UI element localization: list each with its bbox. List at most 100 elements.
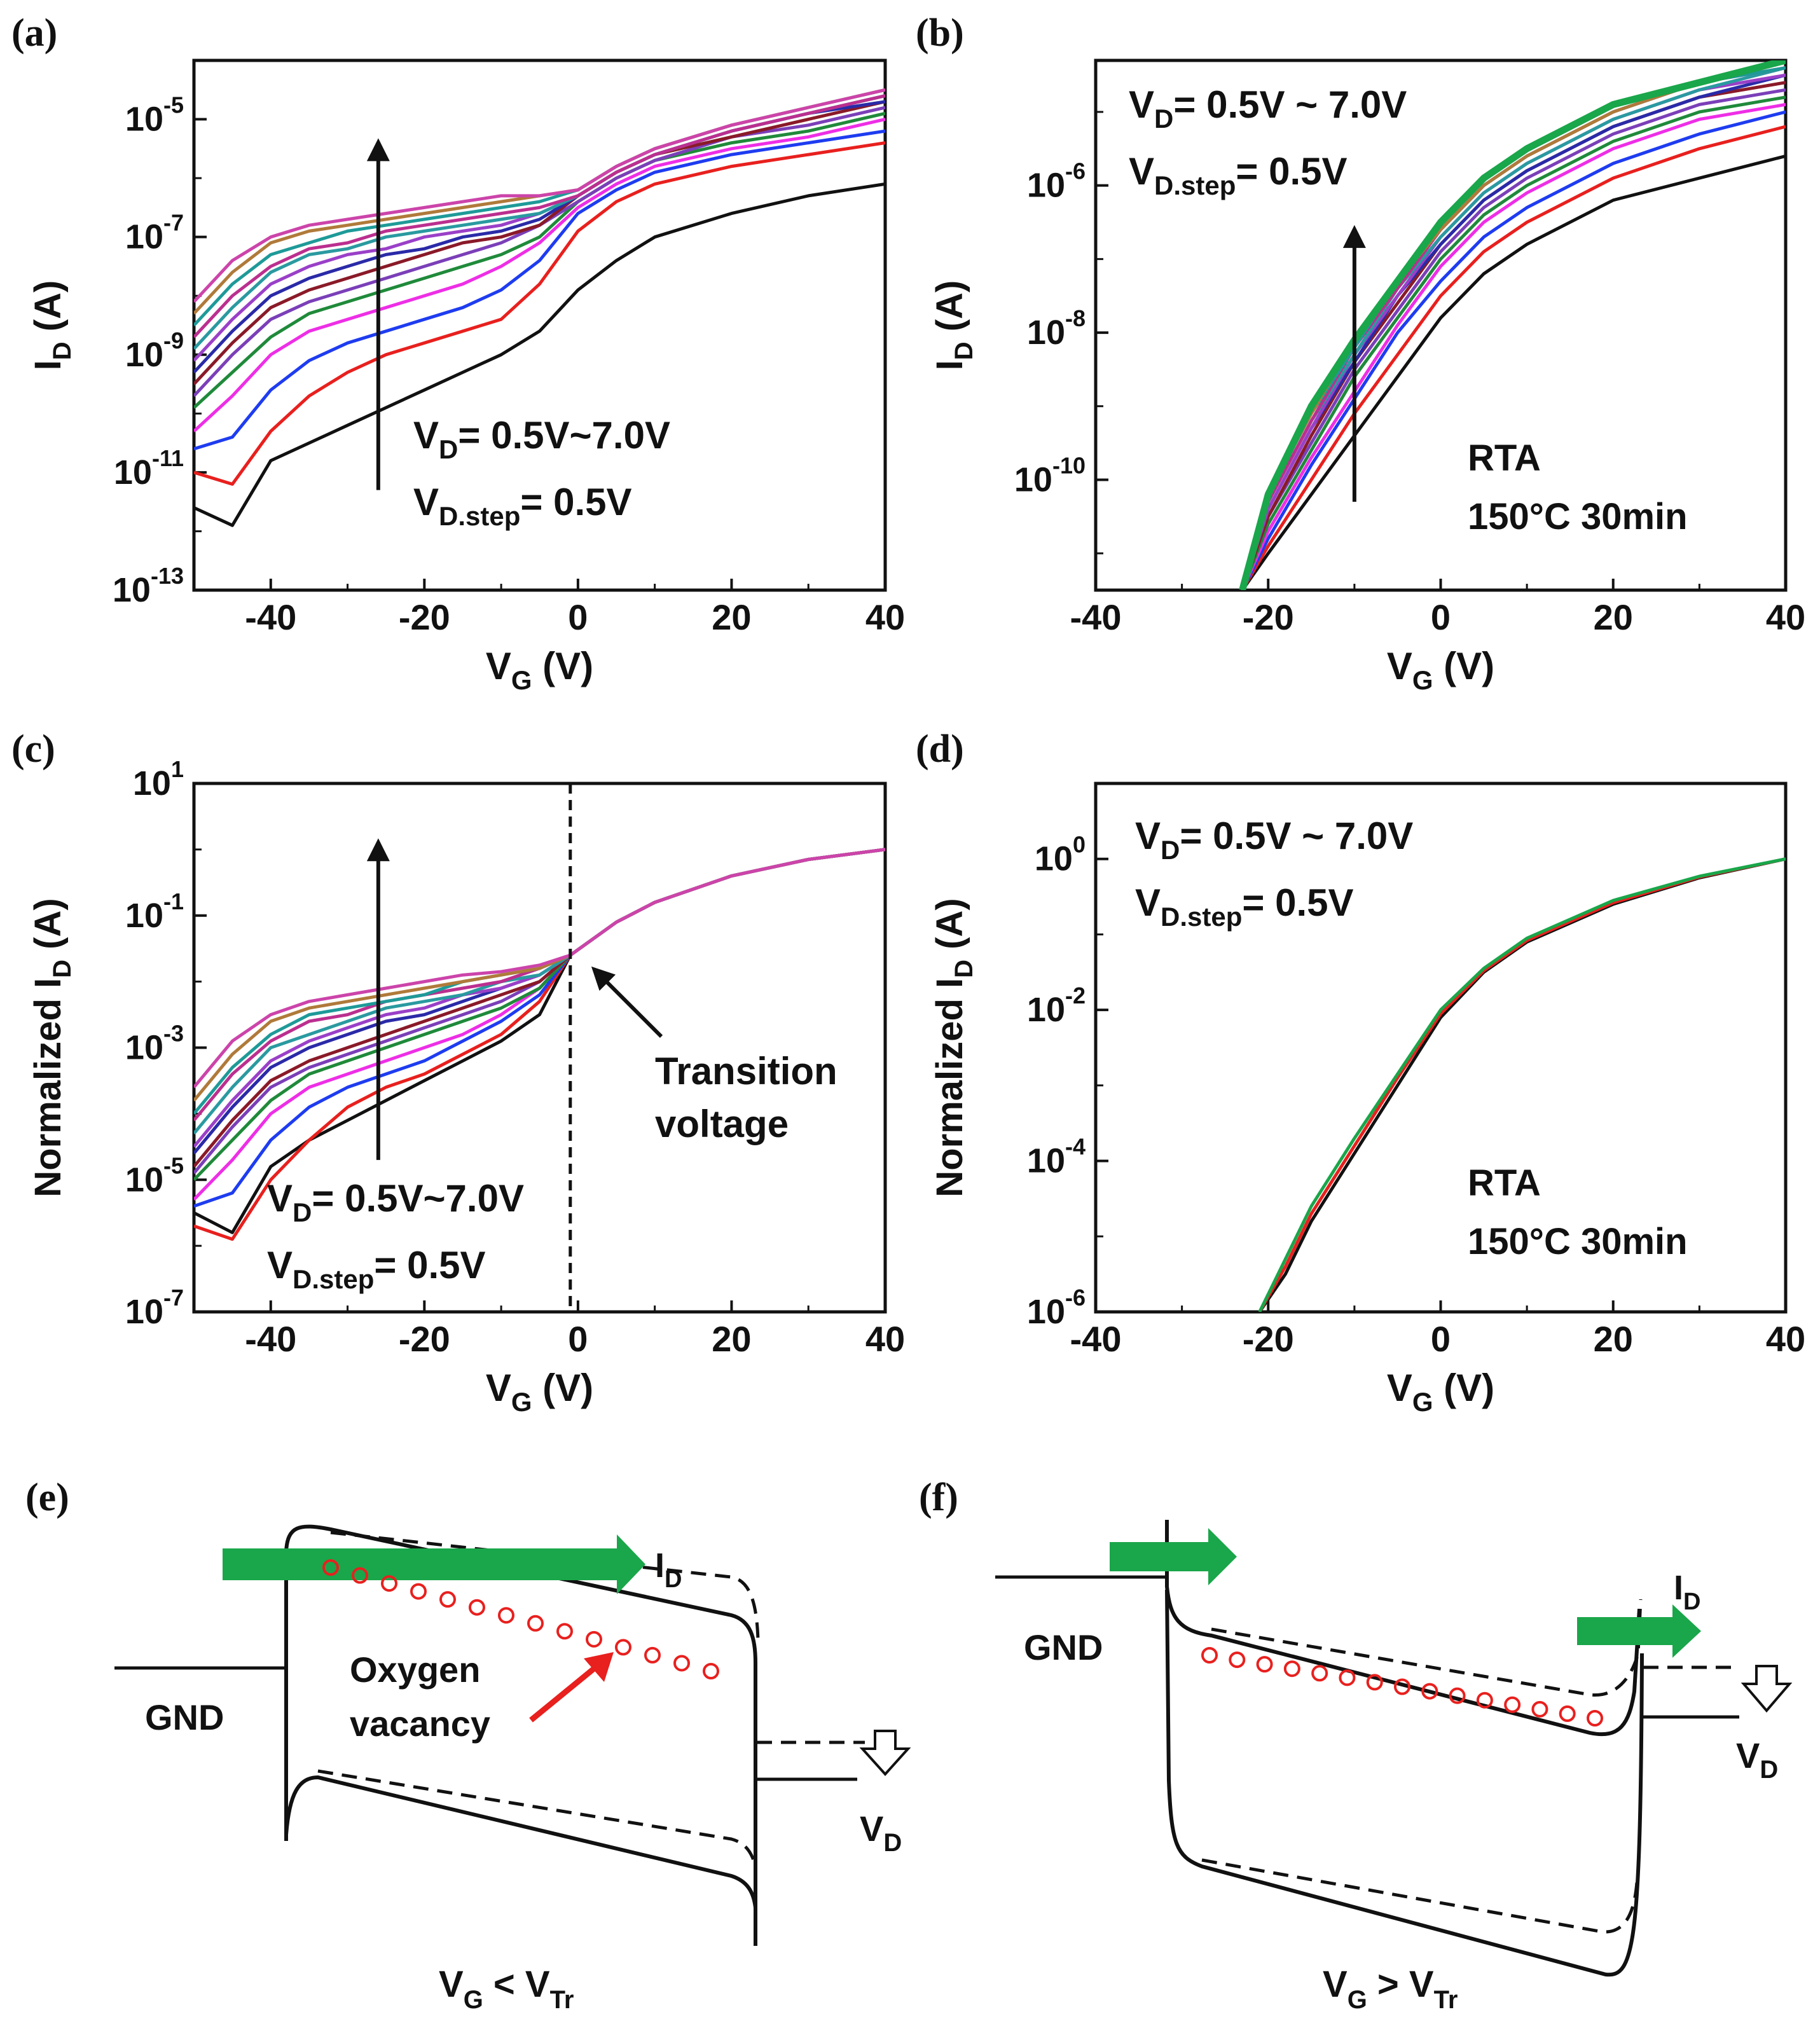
series-line-7.0V xyxy=(194,848,885,1089)
x-tick-label: -20 xyxy=(1243,597,1294,637)
x-tick-label: 0 xyxy=(1431,1319,1451,1359)
conduction-band-dashed-f xyxy=(1211,1599,1643,1697)
chart-b: -40 -20 0 20 40 10-6 10-8 10-10 VG (V) ID (A) VD= … xyxy=(929,59,1805,695)
x-tick-label: -20 xyxy=(399,597,450,637)
vd-annotation-line: VD= 0.5V ~ 7.0V xyxy=(1129,83,1407,134)
oxygen-vacancy-row-e xyxy=(322,1559,719,1679)
caption-e: VG < VTr xyxy=(439,1964,574,2014)
series-line-2.5V xyxy=(1241,95,1786,590)
y-tick-label: 10-10 xyxy=(1014,452,1086,499)
valence-band-dashed-f xyxy=(1201,1858,1639,1934)
series-line-2.0V xyxy=(1241,102,1786,590)
series-line-1.0V xyxy=(194,141,885,486)
oxygen-vacancy-dot xyxy=(1366,1674,1383,1691)
vd-annotation-line: VD= 0.5V~7.0V xyxy=(413,414,670,464)
series-line-5.5V xyxy=(194,94,885,338)
rta-condition-text: 150°C 30min xyxy=(1468,496,1688,537)
series-line-3.0V xyxy=(1241,88,1786,590)
oxygen-vacancy-dot xyxy=(673,1655,690,1672)
vd-label-e: VD xyxy=(860,1809,902,1857)
vd-annotation-line: VD= 0.5V~7.0V xyxy=(267,1177,524,1227)
panel-label-a: (a) xyxy=(11,11,57,55)
y-axis-label: ID (A) xyxy=(929,280,978,371)
x-axis-label: VG (V) xyxy=(486,645,593,695)
chart-a: -40 -20 0 20 40 10-5 10-7 10-9 10-11 10-13 VG (V) I… xyxy=(27,59,905,695)
series-line-0.5V xyxy=(1241,154,1786,590)
band-diagram-e: ID GND Oxygen vacancy VD VG < VTr xyxy=(114,1524,911,2014)
series-line-0.5V xyxy=(194,848,885,1234)
vd-annotation-line: VD= 0.5V ~ 7.0V xyxy=(1135,815,1413,865)
chart-d: -40 -20 0 20 40 100 10-2 10-4 10-6 VG (V) Normaliz… xyxy=(929,782,1805,1417)
x-axis-label: VG (V) xyxy=(1387,645,1494,695)
x-tick-label: 20 xyxy=(712,1319,751,1359)
x-tick-label: 20 xyxy=(712,597,751,637)
vd-annotation-line: VD.step= 0.5V xyxy=(1129,150,1348,200)
y-tick-label: 10-7 xyxy=(125,210,184,256)
oxygen-vacancy-dot xyxy=(1476,1692,1493,1709)
oxygen-vacancy-dot xyxy=(1504,1696,1521,1713)
series-line-1.5V xyxy=(194,129,885,451)
series-line-0.5V xyxy=(194,182,885,527)
x-tick-label: -40 xyxy=(1070,1319,1122,1359)
vd-shift-arrow-f xyxy=(1741,1665,1793,1713)
y-axis-label: Normalized ID (A) xyxy=(27,898,76,1197)
oxygen-vacancy-dot xyxy=(1587,1710,1603,1726)
oxygen-vacancy-dot xyxy=(586,1630,602,1648)
y-tick-label: 10-7 xyxy=(125,1285,184,1331)
valence-band-f xyxy=(1165,1589,1644,1977)
x-tick-label: 20 xyxy=(1594,1319,1633,1359)
x-tick-label: 0 xyxy=(568,1319,588,1359)
y-tick-label: 10-11 xyxy=(114,445,184,492)
x-tick-label: 0 xyxy=(568,597,588,637)
oxygen-vacancy-dot xyxy=(498,1607,514,1624)
oxygen-vacancy-dot xyxy=(381,1575,397,1592)
oxygen-vacancy-dot xyxy=(644,1646,661,1664)
y-axis-label: Normalized ID (A) xyxy=(929,898,978,1197)
x-tick-label: -40 xyxy=(1070,597,1122,637)
x-tick-label: 40 xyxy=(865,1319,905,1359)
panel-label-e: (e) xyxy=(25,1476,69,1519)
oxygen-vacancy-dot xyxy=(1421,1683,1438,1700)
y-tick-label: 10-13 xyxy=(113,563,184,609)
series-group xyxy=(194,848,885,1241)
oxygen-vacancy-dot xyxy=(469,1599,485,1616)
panel-label-b: (b) xyxy=(916,11,964,55)
vd-annotation-line: VD.step= 0.5V xyxy=(267,1244,486,1294)
oxygen-vacancy-dot xyxy=(1559,1705,1576,1722)
series-line-3.0V xyxy=(194,106,885,397)
y-tick-label: 10-8 xyxy=(1027,305,1086,352)
x-tick-label: -40 xyxy=(245,597,296,637)
y-tick-label: 10-5 xyxy=(125,1152,184,1199)
series-group xyxy=(1239,60,1786,590)
oxygen-vacancy-dot xyxy=(410,1583,427,1600)
transition-label-line2: voltage xyxy=(655,1103,789,1145)
y-tick-label: 10-2 xyxy=(1027,982,1086,1029)
series-line-7.0V xyxy=(1239,60,1786,590)
x-tick-label: 40 xyxy=(865,597,905,637)
y-tick-label: 10-6 xyxy=(1027,158,1086,205)
y-axis-label: ID (A) xyxy=(27,280,76,371)
chart-c: -40 -20 0 20 40 101 10-1 10-3 10-5 10-7 VG (V) Norm… xyxy=(27,756,905,1417)
rta-condition-text: RTA xyxy=(1468,438,1541,479)
series-group xyxy=(1258,857,1786,1312)
y-tick-label: 10-4 xyxy=(1027,1134,1086,1180)
series-line-1.0V xyxy=(1241,125,1786,590)
oxygen-vacancy-dot xyxy=(556,1623,573,1640)
series-line-7.0V xyxy=(194,88,885,303)
x-tick-label: 40 xyxy=(1766,1319,1805,1359)
caption-f: VG > VTr xyxy=(1323,1964,1458,2014)
oxygen-vacancy-dot xyxy=(703,1663,719,1679)
y-tick-label: 10-1 xyxy=(125,888,184,935)
oxygen-vacancy-dot xyxy=(322,1559,339,1576)
y-tick-label: 10-6 xyxy=(1027,1285,1086,1331)
oxygen-vacancy-dot xyxy=(1394,1678,1410,1695)
vd-label-f: VD xyxy=(1736,1735,1778,1784)
series-line-3.5V xyxy=(194,100,885,385)
oxygen-vacancy-dot xyxy=(1311,1665,1328,1682)
panel-label-c: (c) xyxy=(11,727,55,771)
x-tick-label: 20 xyxy=(1594,597,1633,637)
oxygen-vacancy-dot xyxy=(439,1591,456,1608)
series-line-7.0V xyxy=(1258,857,1786,1312)
vd-annotation-line: VD.step= 0.5V xyxy=(1135,881,1354,932)
